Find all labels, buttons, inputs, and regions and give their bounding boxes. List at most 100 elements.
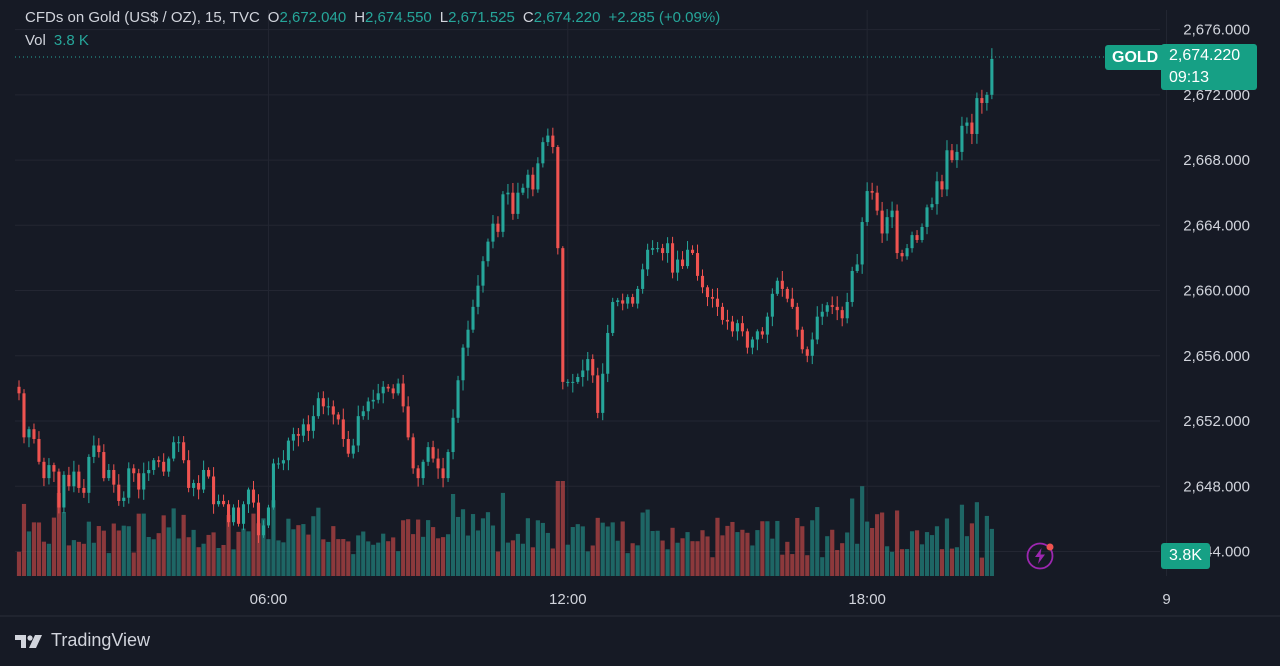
candle-body: [915, 235, 919, 240]
candle-body: [421, 461, 425, 479]
volume-bar: [760, 521, 765, 576]
candle-body: [780, 280, 784, 289]
candle-body: [431, 447, 435, 459]
volume-bar: [790, 554, 795, 576]
volume-bar: [655, 530, 660, 576]
candle-body: [865, 191, 869, 223]
candle-body: [182, 442, 186, 461]
candle-body: [506, 192, 510, 195]
volume-bar: [81, 543, 86, 576]
price-tick-label: 2,676.000: [1183, 22, 1250, 39]
candle-body: [546, 135, 550, 143]
volume-bar: [316, 507, 321, 576]
candle-body: [276, 463, 280, 465]
volume-bar: [61, 511, 66, 576]
candle-body: [695, 253, 700, 276]
volume-bar: [825, 536, 830, 576]
volume-bar: [815, 507, 820, 576]
candle-body: [52, 465, 56, 472]
candle-body: [127, 468, 131, 498]
candle-body: [646, 249, 650, 270]
price-tick-label: 2,652.000: [1183, 413, 1250, 430]
volume-bar: [286, 518, 291, 576]
volume-bar: [111, 523, 116, 576]
candle-body: [147, 469, 151, 474]
candle-body: [246, 489, 251, 505]
tv-logo-icon: [15, 634, 42, 648]
volume-bar: [31, 522, 37, 576]
candle-body: [581, 370, 585, 378]
candle-body: [735, 323, 739, 332]
volume-bar: [635, 545, 640, 576]
candle-body: [621, 300, 625, 304]
volume-bar: [256, 523, 261, 576]
candle-body: [451, 417, 455, 453]
volume-key[interactable]: Vol: [25, 32, 46, 49]
last-price-value: 2,674.220: [1169, 47, 1241, 64]
volume-bar: [56, 492, 62, 576]
volume-bar: [131, 552, 136, 576]
volume-bar: [311, 516, 316, 576]
candle-body: [611, 301, 615, 333]
volume-bar: [944, 518, 950, 576]
candle-body: [341, 419, 345, 439]
candle-body: [606, 332, 610, 374]
time-tick-label: 12:00: [549, 591, 587, 608]
volume-bar: [939, 549, 945, 576]
volume-bar: [880, 512, 885, 576]
volume-bar: [271, 500, 276, 576]
volume-bar: [545, 532, 550, 576]
candle-body: [217, 500, 221, 505]
volume-bar: [505, 542, 511, 576]
price-axis[interactable]: 2,676.000 2,672.000 2,668.000 2,664.000 2,66…: [1183, 22, 1250, 561]
candle-body: [366, 401, 370, 412]
candle-body: [840, 310, 844, 319]
volume-bar: [281, 542, 286, 576]
volume-bar: [475, 530, 481, 576]
candle-body: [760, 331, 764, 335]
lightning-icon[interactable]: [1026, 542, 1054, 570]
last-price-badge: 2,674.220 09:13: [1161, 44, 1257, 90]
candle-body: [531, 174, 535, 190]
volume-bar: [590, 545, 595, 576]
candle-body: [631, 297, 635, 304]
volume-bar: [969, 523, 975, 576]
tradingview-logo[interactable]: TradingView: [15, 630, 150, 651]
volume-bar: [431, 527, 436, 576]
volume-bar: [875, 514, 880, 576]
candle-body: [910, 235, 914, 249]
volume-bar: [645, 509, 650, 576]
candle-body: [830, 305, 834, 307]
candle-body: [72, 471, 76, 487]
volume-bar: [490, 525, 496, 576]
candle-body: [296, 434, 300, 436]
candle-body: [187, 460, 191, 488]
volume-badge: 3.8K: [1161, 543, 1210, 569]
volume-bar: [485, 512, 491, 576]
volume-bar: [411, 534, 416, 576]
volume-bar: [830, 529, 835, 576]
candle-body: [266, 507, 271, 526]
candle-body: [705, 287, 710, 298]
volume-bar: [580, 526, 585, 576]
volume-bar: [565, 544, 570, 576]
volume-bar: [610, 522, 615, 576]
candle-body: [795, 306, 799, 330]
candle-body: [715, 298, 720, 307]
candle-body: [112, 469, 116, 485]
volume-bar: [979, 557, 984, 576]
volume-value: 3.8 K: [53, 32, 89, 49]
volume-bar: [914, 530, 920, 576]
volume-bar: [196, 547, 201, 576]
volume-bar: [246, 531, 251, 576]
symbol-title[interactable]: CFDs on Gold (US$ / OZ), 15, TVC: [25, 9, 260, 26]
candle-body: [690, 249, 695, 254]
high-key: H: [354, 9, 366, 26]
candle-body: [516, 192, 520, 214]
volume-bar: [575, 524, 580, 576]
volume-bar: [605, 526, 610, 576]
candle-body: [157, 460, 161, 462]
candle-body: [172, 442, 176, 459]
